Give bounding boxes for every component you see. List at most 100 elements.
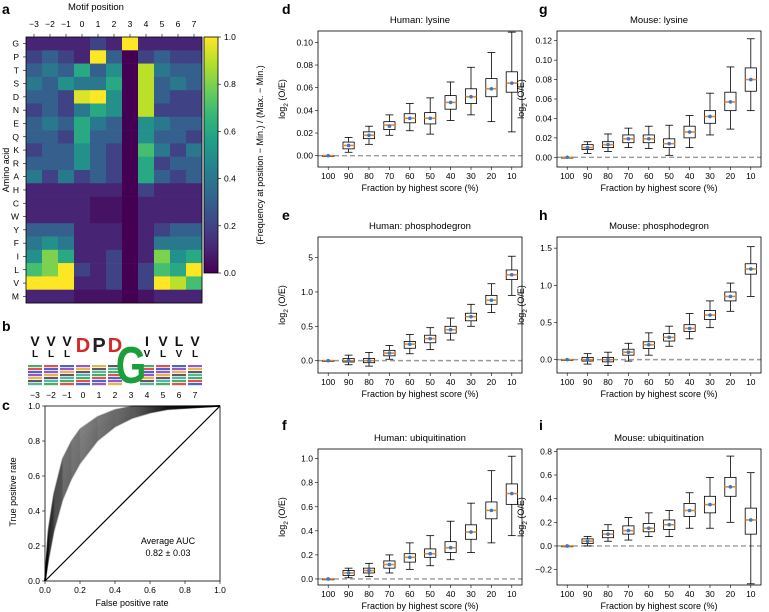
heatmap-cell (26, 50, 43, 64)
mean-marker (749, 518, 753, 522)
heatmap-cell (90, 223, 107, 237)
colorbar-tick-label: 0.4 (224, 174, 236, 184)
heatmap-cell (58, 170, 75, 184)
mean-marker (667, 522, 671, 527)
logo-small-letter (172, 380, 186, 383)
x-tick-label: 60 (405, 377, 415, 387)
y-tick-label: 0.2 (301, 550, 313, 560)
logo-top-letter: V (30, 333, 40, 349)
heatmap-cell (138, 170, 155, 184)
heatmap-cell (74, 170, 91, 184)
boxplot-panel-h: h Mouse: phosphodegron 0.0 0.5 1.0 1.5 100 90 80… (516, 207, 762, 399)
mean-marker (428, 336, 433, 341)
heatmap-y-tick: M (12, 291, 19, 301)
heatmap-cell (186, 289, 203, 304)
y-tick-label: 0.10 (535, 55, 552, 65)
x-tick-label: 100 (560, 171, 574, 181)
roc-diagonal (44, 405, 221, 582)
heatmap-cell (90, 76, 107, 91)
mean-marker (346, 143, 351, 148)
heatmap-cell (90, 249, 107, 264)
heatmap-cell (74, 37, 91, 51)
boxplot-panel-e: e Human: phosphodegron 0.0 0.5 1.0 5 100 90 80 70… (277, 207, 523, 399)
heatmap-cell (42, 90, 59, 104)
mean-marker (326, 577, 331, 581)
mean-marker (510, 81, 514, 85)
heatmap-cell (106, 249, 123, 264)
logo-small-letter (188, 380, 202, 383)
logo-small-letter (44, 371, 58, 374)
heatmap-cell (170, 170, 187, 184)
x-tick-label: 10 (507, 171, 517, 181)
heatmap-y-tick: F (14, 238, 19, 248)
heatmap-cell (106, 289, 123, 304)
heatmap-cell (122, 170, 139, 184)
logo-second-letter: L (160, 349, 166, 360)
mean-marker (408, 555, 412, 560)
x-tick-label: 90 (583, 589, 593, 599)
heatmap-cell (26, 209, 43, 224)
mean-marker (606, 357, 610, 362)
logo-small-letter (28, 368, 42, 371)
heatmap-cell (74, 76, 91, 91)
x-tick-label: 70 (624, 377, 634, 387)
heatmap-cell (154, 63, 171, 78)
heatmap-cell (90, 289, 107, 304)
logo-small-letter (188, 377, 202, 380)
roc-curve (44, 405, 221, 582)
heatmap-cell (106, 50, 123, 64)
heatmap-cell (26, 249, 43, 264)
heatmap-y-tick: V (13, 278, 19, 288)
logo-small-letter (92, 377, 106, 380)
x-tick-label: 20 (487, 171, 497, 181)
heatmap-cell (154, 130, 171, 144)
roc-xlabel: False positive rate (95, 598, 168, 608)
heatmap-cell (74, 156, 91, 171)
y-label-subscript: 2 (522, 521, 529, 525)
heatmap-cell (186, 76, 203, 91)
heatmap-cell (26, 156, 43, 171)
x-tick-label: 80 (364, 377, 374, 387)
heatmap-cell (42, 196, 59, 211)
heatmap-cell (106, 156, 123, 171)
x-tick-label: 90 (344, 377, 354, 387)
heatmap-cell (106, 236, 123, 251)
mean-marker (469, 314, 473, 319)
x-tick-label: 80 (603, 377, 613, 387)
logo-small-letter (140, 374, 154, 377)
y-tick-label: 1.0 (540, 280, 552, 290)
logo-top-letter: L (175, 333, 184, 349)
y-tick-label: 5 (308, 253, 313, 263)
y-tick-label: 0.04 (296, 105, 313, 115)
mean-marker (510, 491, 514, 496)
mean-marker (708, 502, 712, 507)
y-tick-label: 0.4 (301, 526, 313, 536)
heatmap-cell (122, 249, 139, 264)
logo-small-letter (44, 377, 58, 380)
logo-small-letter (108, 374, 122, 377)
x-tick-label: 30 (466, 377, 476, 387)
y-label-log: log (277, 313, 287, 325)
heatmap-cell (42, 209, 59, 224)
x-tick-label: 30 (705, 589, 715, 599)
heatmap-cell (74, 289, 91, 304)
y-label-subscript: 2 (283, 103, 290, 107)
heatmap-cell (106, 116, 123, 131)
logo-small-letter (172, 374, 186, 377)
heatmap-cell (90, 276, 107, 290)
heatmap-cell (26, 143, 43, 157)
heatmap-cell (74, 223, 91, 237)
x-tick-label: 90 (583, 377, 593, 387)
y-tick-label: 0.00 (535, 152, 552, 162)
y-axis-label: log2 (O/E) (516, 285, 529, 325)
heatmap-cell (90, 63, 107, 78)
logo-small-letter (44, 368, 58, 371)
roc-curve (44, 405, 221, 582)
heatmap-x-tick: −2 (45, 19, 55, 29)
heatmap-cells (26, 37, 203, 304)
heatmap-cell (170, 143, 187, 157)
logo-small-letter (28, 377, 42, 380)
logo-small-letter (60, 371, 74, 374)
logo-small-letter (76, 380, 90, 383)
heatmap-cell (154, 263, 171, 277)
